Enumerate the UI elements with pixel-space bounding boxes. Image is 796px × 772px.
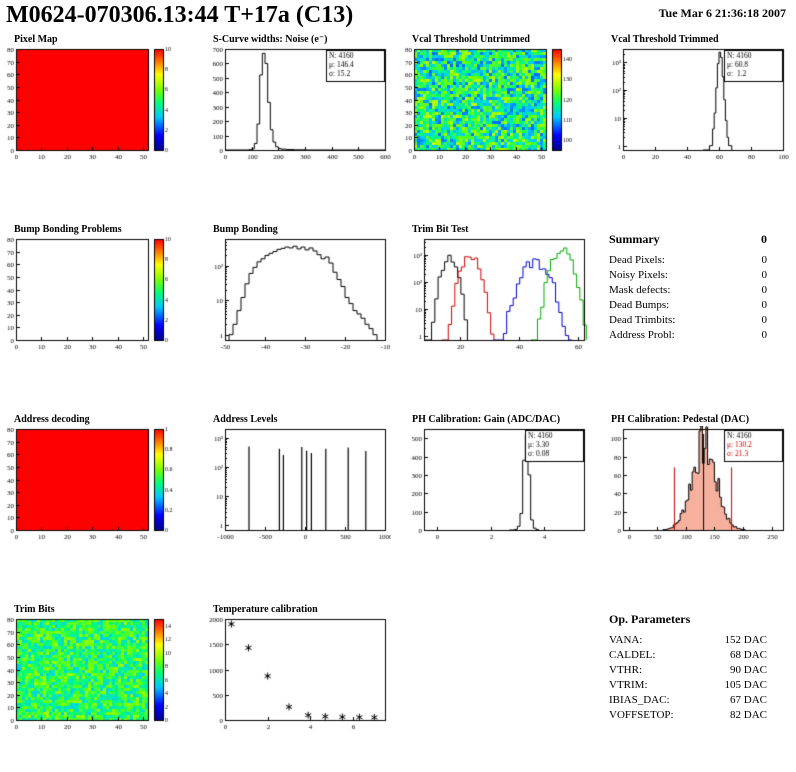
plot-title: Trim Bit Test [412, 224, 469, 235]
plot-title: Temperature calibration [213, 604, 318, 615]
plot-pixel-map: Pixel Map [0, 34, 199, 168]
plot-ph-gain: PH Calibration: Gain (ADC/DAC) [398, 414, 597, 548]
address-decoding-canvas [0, 426, 192, 548]
plot-scurve-noise: S-Curve widths: Noise (e⁻) [199, 34, 398, 168]
plot-title: Trim Bits [14, 604, 55, 615]
address-levels-canvas [199, 426, 391, 548]
plot-title: Bump Bonding Problems [14, 224, 122, 235]
op-param-row: VANA: 152 DAC [609, 634, 767, 646]
plot-bump-bonding: Bump Bonding [199, 224, 398, 358]
summary-block: Summary 0 Dead Pixels: 0 Noisy Pixels: 0 M… [597, 224, 796, 358]
plot-title: S-Curve widths: Noise (e⁻) [213, 34, 328, 45]
op-param-row: VTRIM: 105 DAC [609, 679, 767, 691]
plot-title: Vcal Threshold Untrimmed [412, 34, 530, 45]
plot-title: Address Levels [213, 414, 278, 425]
summary-title: Summary [609, 232, 660, 246]
plot-grid: Pixel Map S-Curve widths: Noise (e⁻) Vca… [0, 34, 796, 738]
summary-total: 0 [761, 232, 767, 246]
summary-row: Noisy Pixels: 0 [609, 269, 767, 281]
plot-address-levels: Address Levels [199, 414, 398, 548]
vcal-untrimmed-canvas [398, 46, 590, 168]
plot-title: Bump Bonding [213, 224, 278, 235]
ph-gain-canvas [398, 426, 590, 548]
trim-bits-canvas [0, 616, 192, 738]
plot-vcal-untrimmed: Vcal Threshold Untrimmed [398, 34, 597, 168]
plot-trim-bit-test: Trim Bit Test [398, 224, 597, 358]
bump-bonding-canvas [199, 236, 391, 358]
op-param-row: VOFFSETOP: 82 DAC [609, 709, 767, 721]
plot-title: Address decoding [14, 414, 90, 425]
empty-cell [398, 604, 597, 738]
temperature-calibration-canvas [199, 616, 391, 738]
pixel-map-canvas [0, 46, 192, 168]
op-param-row: CALDEL: 68 DAC [609, 649, 767, 661]
plot-address-decoding: Address decoding [0, 414, 199, 548]
op-param-row: VTHR: 90 DAC [609, 664, 767, 676]
plot-title: Pixel Map [14, 34, 58, 45]
plot-trim-bits: Trim Bits [0, 604, 199, 738]
timestamp: Tue Mar 6 21:36:18 2007 [658, 6, 786, 20]
op-parameters-title: Op. Parameters [609, 612, 691, 626]
vcal-trimmed-canvas [597, 46, 789, 168]
plot-title: PH Calibration: Gain (ADC/DAC) [412, 414, 561, 425]
summary-row: Dead Trimbits: 0 [609, 314, 767, 326]
plot-bump-bonding-problems: Bump Bonding Problems [0, 224, 199, 358]
summary-row: Dead Bumps: 0 [609, 299, 767, 311]
plot-vcal-trimmed: Vcal Threshold Trimmed [597, 34, 796, 168]
op-param-row: IBIAS_DAC: 67 DAC [609, 694, 767, 706]
summary-row: Address Probl: 0 [609, 329, 767, 341]
summary-row: Dead Pixels: 0 [609, 254, 767, 266]
plot-temperature-calibration: Temperature calibration [199, 604, 398, 738]
summary-row: Mask defects: 0 [609, 284, 767, 296]
plot-title: Vcal Threshold Trimmed [611, 34, 719, 45]
op-parameters-block: Op. Parameters VANA: 152 DAC CALDEL: 68 DA… [597, 604, 796, 738]
bump-problems-canvas [0, 236, 192, 358]
page-header: M0624-070306.13:44 T+17a (C13) Tue Mar 6… [0, 0, 796, 32]
plot-title: PH Calibration: Pedestal (DAC) [611, 414, 750, 425]
trim-bit-test-canvas [398, 236, 590, 358]
ph-pedestal-canvas [597, 426, 789, 548]
page-title: M0624-070306.13:44 T+17a (C13) [6, 2, 354, 28]
scurve-noise-canvas [199, 46, 391, 168]
plot-ph-pedestal: PH Calibration: Pedestal (DAC) [597, 414, 796, 548]
